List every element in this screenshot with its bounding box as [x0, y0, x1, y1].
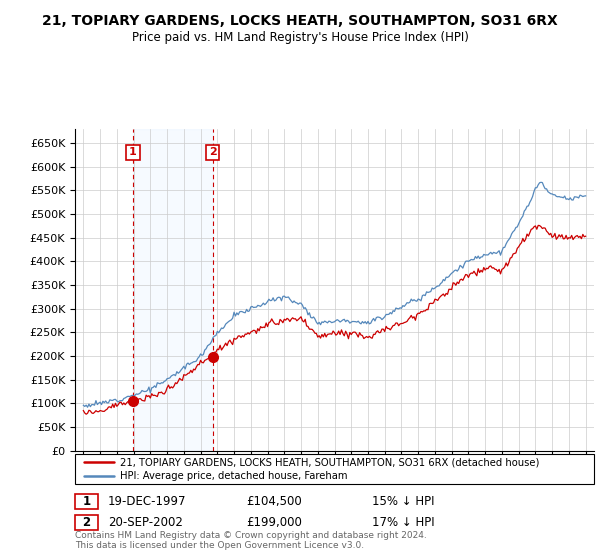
Text: 17% ↓ HPI: 17% ↓ HPI	[372, 516, 434, 529]
Text: 2: 2	[209, 147, 217, 157]
Text: 19-DEC-1997: 19-DEC-1997	[108, 495, 187, 508]
Text: 15% ↓ HPI: 15% ↓ HPI	[372, 495, 434, 508]
Bar	[133, 129, 212, 451]
Text: 1: 1	[129, 147, 137, 157]
Text: Contains HM Land Registry data © Crown copyright and database right 2024.
This d: Contains HM Land Registry data © Crown c…	[75, 530, 427, 550]
Text: 1: 1	[82, 495, 91, 508]
Text: 2: 2	[82, 516, 91, 529]
Text: 21, TOPIARY GARDENS, LOCKS HEATH, SOUTHAMPTON, SO31 6RX: 21, TOPIARY GARDENS, LOCKS HEATH, SOUTHA…	[42, 14, 558, 28]
Text: 20-SEP-2002: 20-SEP-2002	[108, 516, 183, 529]
Text: HPI: Average price, detached house, Fareham: HPI: Average price, detached house, Fare…	[120, 471, 347, 481]
Text: £104,500: £104,500	[246, 495, 302, 508]
Text: 21, TOPIARY GARDENS, LOCKS HEATH, SOUTHAMPTON, SO31 6RX (detached house): 21, TOPIARY GARDENS, LOCKS HEATH, SOUTHA…	[120, 457, 539, 467]
Text: Price paid vs. HM Land Registry's House Price Index (HPI): Price paid vs. HM Land Registry's House …	[131, 31, 469, 44]
Text: £199,000: £199,000	[246, 516, 302, 529]
